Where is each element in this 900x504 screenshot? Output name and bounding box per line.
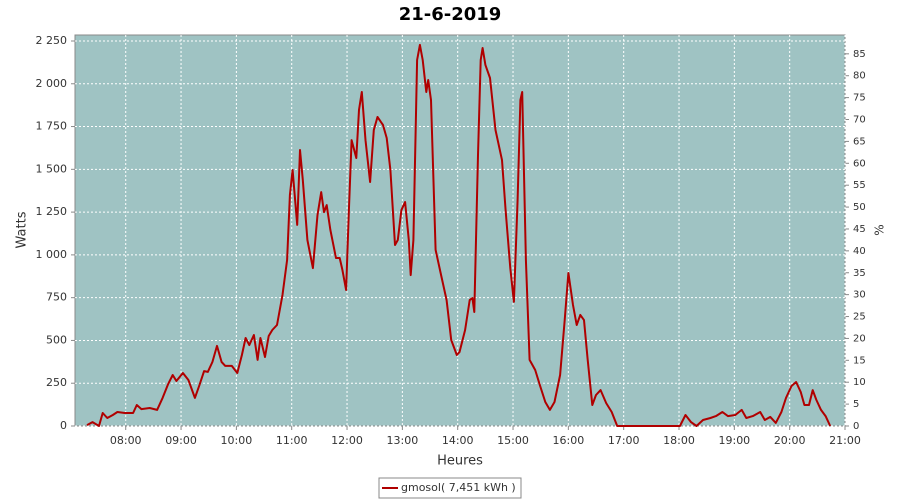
y2-tick-label: 60 <box>853 158 866 169</box>
y-tick-label: 2 000 <box>36 77 68 90</box>
y2-tick-label: 0 <box>853 421 859 432</box>
y2-tick-label: 50 <box>853 202 866 213</box>
y2-tick-label: 20 <box>853 333 866 344</box>
y2-tick-label: 25 <box>853 312 866 323</box>
x-tick-label: 09:00 <box>165 434 197 447</box>
x-tick-label: 14:00 <box>442 434 474 447</box>
legend-box <box>378 477 522 499</box>
y2-axis-label: % <box>873 224 887 235</box>
y-tick-label: 0 <box>60 419 67 432</box>
y2-tick-label: 30 <box>853 290 866 301</box>
x-tick-label: 20:00 <box>774 434 806 447</box>
y-tick-label: 2 250 <box>36 34 68 47</box>
x-tick-label: 08:00 <box>110 434 142 447</box>
x-tick-label: 18:00 <box>663 434 695 447</box>
y-tick-label: 1 250 <box>36 205 68 218</box>
plot-area <box>74 34 846 427</box>
y2-tick-label: 40 <box>853 246 866 257</box>
x-tick-label: 19:00 <box>718 434 750 447</box>
x-tick-label: 11:00 <box>276 434 308 447</box>
series-line <box>86 43 832 427</box>
x-tick-label: 13:00 <box>387 434 419 447</box>
legend: gmosol( 7,451 kWh ) <box>378 477 522 499</box>
y2-tick-label: 35 <box>853 268 866 279</box>
y-tick-label: 500 <box>46 333 67 346</box>
x-tick-label: 21:00 <box>829 434 861 447</box>
y2-tick-label: 55 <box>853 180 866 191</box>
chart-title: 21-6-2019 <box>399 4 502 25</box>
x-tick-label: 15:00 <box>497 434 529 447</box>
y-tick-label: 750 <box>46 291 67 304</box>
y-axis-label: Watts <box>15 211 30 248</box>
y2-tick-label: 65 <box>853 136 866 147</box>
x-tick-label: 10:00 <box>221 434 253 447</box>
y2-tick-label: 10 <box>853 377 866 388</box>
y2-tick-label: 15 <box>853 355 866 366</box>
legend-label: gmosol( 7,451 kWh ) <box>401 481 516 494</box>
y2-tick-label: 85 <box>853 49 866 60</box>
y2-tick-label: 80 <box>853 71 866 82</box>
y-tick-label: 1 750 <box>36 120 68 133</box>
y2-tick-label: 75 <box>853 93 866 104</box>
x-axis-label: Heures <box>437 454 483 469</box>
x-tick-label: 12:00 <box>331 434 363 447</box>
x-tick-label: 16:00 <box>553 434 585 447</box>
y-tick-label: 250 <box>46 376 67 389</box>
y2-tick-label: 45 <box>853 224 866 235</box>
x-tick-label: 17:00 <box>608 434 640 447</box>
y-tick-label: 1 500 <box>36 162 68 175</box>
y-tick-label: 1 000 <box>36 248 68 261</box>
y2-tick-label: 70 <box>853 115 866 126</box>
y2-tick-label: 5 <box>853 399 859 410</box>
